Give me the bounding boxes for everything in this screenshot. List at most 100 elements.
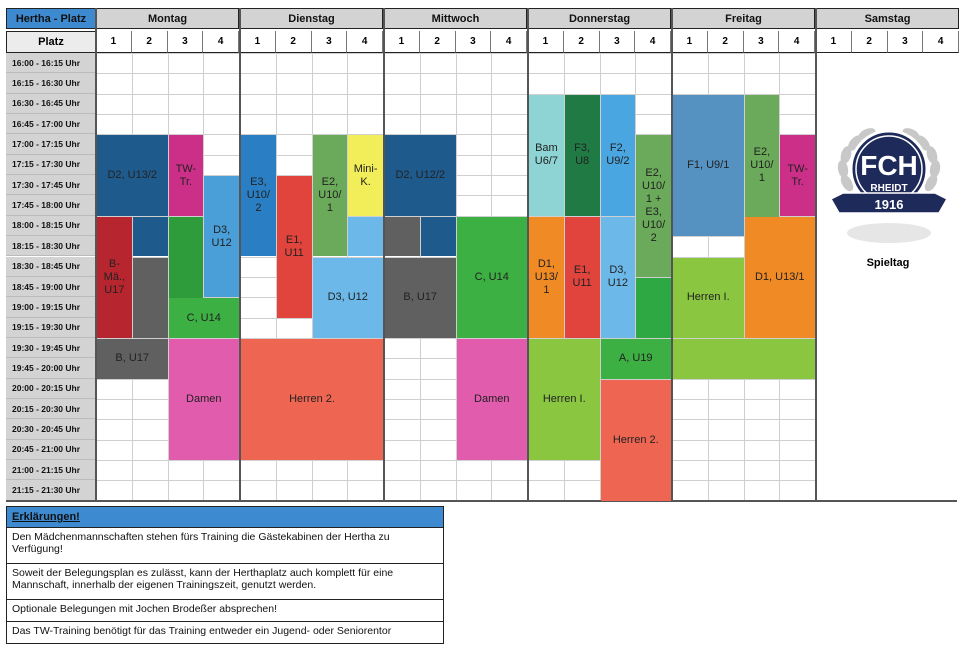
time-slot-label: 17:45 - 18:00 Uhr — [6, 195, 96, 216]
field-number: 2 — [563, 31, 600, 53]
notes-heading: Erklärungen! — [6, 506, 444, 528]
training-block: C, U14 — [456, 216, 527, 338]
grid-line — [635, 53, 637, 501]
grid-line — [563, 53, 565, 501]
field-number: 3 — [455, 31, 492, 53]
training-block: D1, U13/ 1 — [529, 216, 564, 338]
field-number: 3 — [599, 31, 636, 53]
note-item: Den Mädchenmannschaften stehen fürs Trai… — [6, 528, 444, 564]
training-block — [385, 216, 420, 257]
time-slot-label: 19:15 - 19:30 Uhr — [6, 317, 96, 338]
note-item: Optionale Belegungen mit Jochen Brodeßer… — [6, 600, 444, 622]
training-block: Bam U6/7 — [529, 94, 564, 216]
field-number: 2 — [275, 31, 312, 53]
training-block: TW- Tr. — [168, 135, 204, 216]
day-divider — [383, 8, 385, 501]
field-number: 1 — [672, 31, 708, 53]
day-header: Mittwoch — [384, 8, 527, 29]
time-slot-label: 16:30 - 16:45 Uhr — [6, 93, 96, 115]
time-slot-label: 18:15 - 18:30 Uhr — [6, 236, 96, 257]
time-slot-label: 19:30 - 19:45 Uhr — [6, 337, 96, 359]
schedule-title: Hertha - Platz — [6, 8, 96, 29]
training-block: F2, U9/2 — [600, 94, 636, 216]
training-block — [132, 216, 168, 257]
note-item: Das TW-Training benötigt für das Trainin… — [6, 622, 444, 644]
training-block: D3, U12 — [600, 216, 636, 338]
saturday-panel: FCH RHEIDT 1916 Spieltag — [817, 53, 959, 500]
club-logo: FCH RHEIDT 1916 — [829, 128, 948, 243]
time-slot-label: 19:45 - 20:00 Uhr — [6, 358, 96, 379]
training-block: Herren 2. — [241, 338, 383, 460]
day-header: Montag — [96, 8, 239, 29]
time-slot-label: 18:45 - 19:00 Uhr — [6, 276, 96, 298]
training-block: Herren 2. — [600, 379, 671, 501]
time-slot-label: 17:30 - 17:45 Uhr — [6, 175, 96, 196]
training-block: A, U19 — [600, 338, 671, 379]
training-block: E1, U11 — [276, 176, 312, 318]
field-number: 2 — [131, 31, 168, 53]
day-divider — [95, 8, 97, 501]
note-item: Soweit der Belegungsplan es zulässt, kan… — [6, 564, 444, 600]
day-header: Donnerstag — [528, 8, 671, 29]
logo-year: 1916 — [874, 197, 903, 212]
training-block: D2, U13/2 — [97, 135, 168, 216]
field-number: 4 — [779, 31, 815, 53]
time-slot-label: 21:00 - 21:15 Uhr — [6, 460, 96, 481]
saturday-label: Spieltag — [866, 257, 910, 269]
schedule-grid: Hertha - Platz Platz 16:00 - 16:15 Uhr 16:1… — [6, 8, 959, 502]
training-block — [636, 277, 671, 338]
training-block: Herren I. — [529, 338, 600, 460]
field-number: 2 — [419, 31, 456, 53]
grid-bottom-border — [6, 499, 957, 502]
field-number: 2 — [851, 31, 888, 53]
time-slot-label: 20:45 - 21:00 Uhr — [6, 439, 96, 460]
time-slot-label: 20:00 - 20:15 Uhr — [6, 378, 96, 399]
day-divider — [239, 8, 241, 501]
day-divider — [671, 8, 673, 501]
day-divider — [815, 8, 817, 501]
training-block: E2, U10/ 1 — [312, 135, 348, 257]
time-slot-label: 17:00 - 17:15 Uhr — [6, 134, 96, 155]
training-block: E2, U10/ 1 + E3, U10/ 2 — [636, 135, 671, 277]
grid-line — [167, 53, 169, 501]
training-block: B, U17 — [97, 338, 168, 379]
field-number: 4 — [491, 31, 527, 53]
time-slot-label: 16:45 - 17:00 Uhr — [6, 114, 96, 135]
training-block: B- Mä., U17 — [97, 216, 132, 338]
day-divider — [527, 8, 529, 501]
time-slot-label: 20:15 - 20:30 Uhr — [6, 398, 96, 420]
training-block: B, U17 — [385, 257, 456, 338]
training-block: F1, U9/1 — [673, 94, 744, 237]
training-block — [132, 257, 168, 338]
day-header: Freitag — [672, 8, 815, 29]
time-slot-label: 18:30 - 18:45 Uhr — [6, 256, 96, 277]
time-slot-label: 17:15 - 17:30 Uhr — [6, 154, 96, 176]
training-block: Damen — [456, 338, 527, 460]
training-block: E1, U11 — [564, 216, 600, 338]
field-number: 3 — [887, 31, 924, 53]
training-block: E3, U10/ 2 — [241, 135, 276, 257]
time-slot-label: 19:00 - 19:15 Uhr — [6, 297, 96, 318]
grid-line — [743, 53, 745, 501]
grid-line — [599, 53, 601, 501]
field-number: 3 — [743, 31, 780, 53]
notes-box: Erklärungen! Den Mädchenmannschaften ste… — [6, 506, 444, 650]
field-number: 4 — [347, 31, 383, 53]
time-slot-label: 16:00 - 16:15 Uhr — [6, 53, 96, 74]
field-number: 1 — [96, 31, 132, 53]
time-slot-label: 16:15 - 16:30 Uhr — [6, 73, 96, 94]
training-block — [673, 338, 815, 379]
field-number: 1 — [240, 31, 276, 53]
training-block — [420, 216, 456, 257]
grid-line — [311, 53, 313, 501]
grid-line — [455, 53, 457, 501]
training-block: TW- Tr. — [780, 135, 815, 216]
field-number: 3 — [167, 31, 204, 53]
field-number: 4 — [635, 31, 671, 53]
field-number: 3 — [311, 31, 348, 53]
time-slot-label: 21:15 - 21:30 Uhr — [6, 480, 96, 501]
training-block: Damen — [168, 338, 239, 460]
training-block: D3, U12 — [312, 257, 383, 338]
training-block: D2, U12/2 — [385, 135, 456, 216]
training-block: E2, U10/ 1 — [744, 94, 780, 237]
